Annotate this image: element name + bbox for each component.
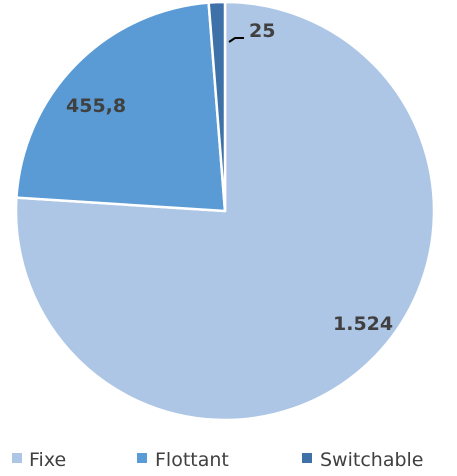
pie-slices [14, 0, 436, 422]
data-labels: 1.524 455,8 25 [66, 20, 393, 335]
legend-swatch-fixe [12, 453, 22, 463]
data-label-fixe: 1.524 [333, 313, 393, 335]
leader-line-switchable [228, 37, 244, 43]
legend-label-fixe: Fixe [29, 449, 66, 471]
legend: Fixe Flottant Switchable [12, 449, 424, 471]
legend-label-flottant: Flottant [155, 449, 229, 471]
legend-swatch-switchable [302, 453, 312, 463]
legend-swatch-flottant [137, 453, 147, 463]
data-label-switchable: 25 [249, 20, 275, 42]
legend-item-switchable: Switchable [302, 449, 424, 471]
legend-item-flottant: Flottant [137, 449, 229, 471]
pie-slice-switchable [207, 0, 227, 213]
leader-lines [228, 37, 244, 43]
legend-item-fixe: Fixe [12, 449, 66, 471]
pie-slice-flottant [15, 1, 227, 213]
legend-label-switchable: Switchable [320, 449, 424, 471]
pie-slice-fixe [14, 0, 436, 422]
data-label-flottant: 455,8 [66, 95, 126, 117]
